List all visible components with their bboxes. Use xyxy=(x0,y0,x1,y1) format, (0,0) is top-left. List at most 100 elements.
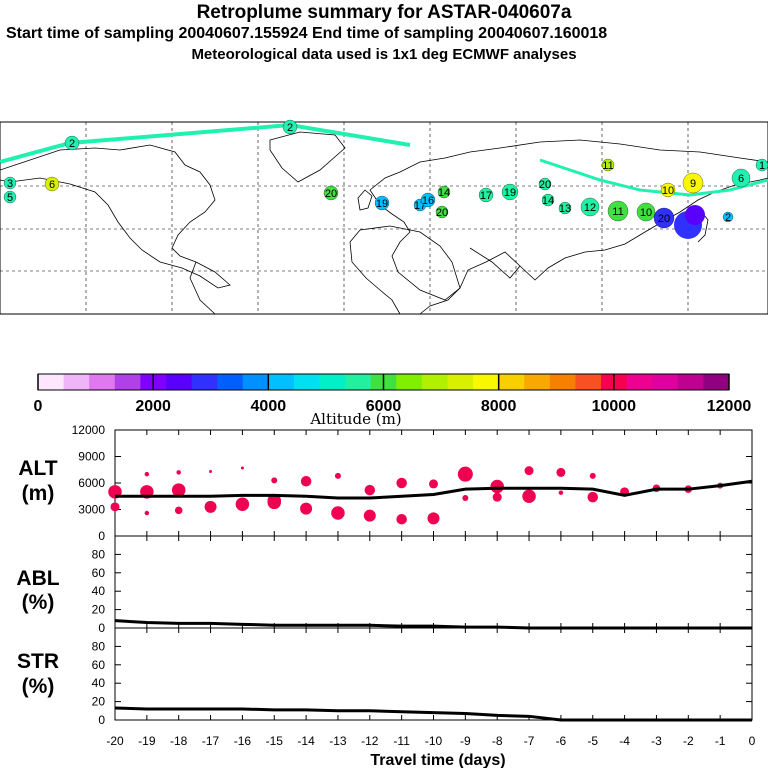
cluster-point xyxy=(171,483,186,497)
colorbar-swatch xyxy=(293,374,321,390)
map-marker xyxy=(722,211,734,223)
colorbar-tick-label: 8000 xyxy=(481,398,517,415)
map-marker-label: 9 xyxy=(690,178,696,190)
cluster-point xyxy=(331,506,345,520)
colorbar-swatch xyxy=(396,374,423,390)
colorbar-swatch xyxy=(114,374,141,390)
x-tick-label: -18 xyxy=(170,734,188,748)
cluster-point xyxy=(429,479,438,489)
map-marker-label: 6 xyxy=(49,179,55,191)
cluster-point xyxy=(427,512,440,525)
str-label: STR xyxy=(17,650,59,673)
x-tick-label: -12 xyxy=(361,734,379,748)
colorbar-title: Altitude (m) xyxy=(309,410,401,428)
x-tick-label: -14 xyxy=(297,734,315,748)
y-tick-label: 9000 xyxy=(78,450,105,464)
str-unit-label: (%) xyxy=(22,675,55,698)
map-marker-label: 20 xyxy=(436,207,448,219)
map-marker-label: 13 xyxy=(559,203,571,215)
map-marker-label: 2 xyxy=(287,122,293,134)
x-tick-label: -7 xyxy=(524,734,535,748)
series-line xyxy=(115,479,753,500)
colorbar-swatch xyxy=(319,374,346,390)
colorbar-swatch xyxy=(498,374,525,390)
x-tick-label: -17 xyxy=(202,734,220,748)
cluster-point xyxy=(110,502,120,512)
map-marker-label: 11 xyxy=(612,206,623,218)
map-marker xyxy=(323,185,339,201)
cluster-point xyxy=(144,510,150,516)
cluster-point xyxy=(235,497,250,511)
map-marker-label: 10 xyxy=(640,207,652,219)
map-marker-label: 12 xyxy=(584,202,596,214)
colorbar: 0 2000 4000 6000 8000 10000 12000 xyxy=(34,373,752,415)
cluster-point xyxy=(334,472,341,479)
x-tick-label: -19 xyxy=(138,734,156,748)
map-marker xyxy=(755,158,768,172)
map-marker xyxy=(374,195,390,211)
map-grid xyxy=(0,122,768,314)
x-tick-label: -13 xyxy=(329,734,347,748)
colorbar-swatch xyxy=(217,374,244,390)
map-marker xyxy=(478,187,494,203)
colorbar-tick-label: 6000 xyxy=(366,398,402,415)
x-tick-label: -1 xyxy=(715,734,726,748)
map-marker xyxy=(435,205,449,219)
map-marker-label: 11 xyxy=(602,160,613,172)
map-marker xyxy=(64,135,80,151)
cluster-point xyxy=(174,506,183,515)
map-marker xyxy=(660,182,676,198)
y-tick-label: 40 xyxy=(92,584,106,598)
cluster-point xyxy=(267,493,281,508)
y-tick-label: 80 xyxy=(92,547,106,561)
colorbar-swatch xyxy=(165,374,193,390)
colorbar-swatch xyxy=(191,374,218,390)
cluster-point xyxy=(556,467,566,477)
colorbar-tick-label: 2000 xyxy=(135,398,171,415)
map-marker xyxy=(3,176,17,190)
cluster-point xyxy=(492,492,502,502)
x-tick-label: -11 xyxy=(393,734,410,748)
map-marker-label: 19 xyxy=(376,198,388,210)
met-data-line: Meteorological data used is 1x1 deg ECMW… xyxy=(191,46,577,63)
colorbar-swatch xyxy=(677,374,704,390)
cluster-point xyxy=(204,500,217,513)
coastlines xyxy=(0,131,768,315)
colorbar-tick-label: 12000 xyxy=(707,398,752,415)
map-marker-label: 6 xyxy=(738,173,744,185)
x-tick-label: -4 xyxy=(619,734,630,748)
abl-panel: 0 20 40 60 80 xyxy=(92,535,753,635)
map-marker-label: 14 xyxy=(542,195,554,207)
map-marker-label: 17 xyxy=(480,190,492,202)
colorbar-swatch xyxy=(626,374,653,390)
cluster-point xyxy=(271,477,278,484)
cluster-point xyxy=(522,489,536,503)
map-marker xyxy=(501,183,519,201)
colorbar-swatch xyxy=(63,374,90,390)
y-tick-label: 3000 xyxy=(78,503,105,517)
x-tick-label: -15 xyxy=(266,734,284,748)
cluster-point xyxy=(240,466,244,470)
x-tick-label: -6 xyxy=(556,734,567,748)
alt-label: ALT xyxy=(18,457,57,480)
colorbar-swatch xyxy=(447,374,474,390)
map-marker xyxy=(420,192,436,208)
cluster-point xyxy=(457,466,473,482)
map-marker xyxy=(653,207,675,229)
abl-label: ABL xyxy=(16,567,59,590)
map-marker xyxy=(558,201,572,215)
cluster-point xyxy=(396,513,407,525)
map-marker-label: 10 xyxy=(662,185,674,197)
cluster-point xyxy=(364,484,376,496)
x-tick-label: -3 xyxy=(651,734,662,748)
colorbar-swatch xyxy=(345,374,372,390)
y-tick-label: 60 xyxy=(92,658,106,672)
map-marker-label: 19 xyxy=(504,187,516,199)
colorbar-swatch xyxy=(38,374,65,390)
colorbar-swatch xyxy=(242,374,269,390)
y-tick-label: 60 xyxy=(92,566,106,580)
y-tick-label: 20 xyxy=(92,695,106,709)
